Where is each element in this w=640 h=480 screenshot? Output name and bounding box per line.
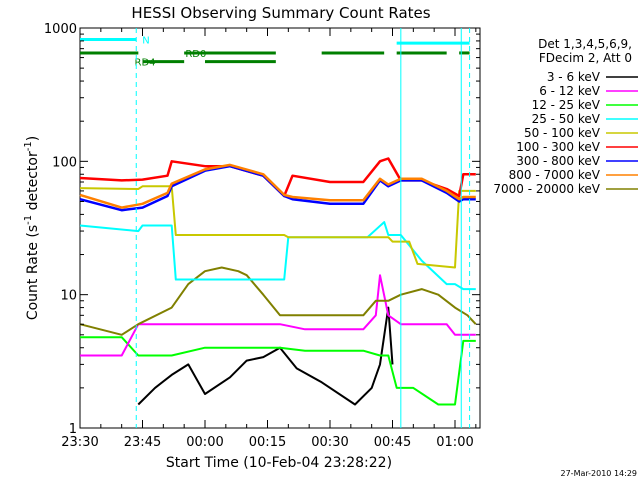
timestamp-footer: 27-Mar-2010 14:29 bbox=[561, 469, 638, 478]
annotation-label: N bbox=[142, 35, 149, 46]
series-layer bbox=[79, 157, 477, 406]
series-line-magenta bbox=[80, 274, 476, 357]
x-tick-label: 23:45 bbox=[124, 435, 161, 450]
series-line-cyan bbox=[79, 221, 476, 291]
plot-frame bbox=[79, 27, 481, 429]
series-line-black bbox=[137, 306, 394, 406]
legend: Det 1,3,4,5,6,9,FDecim 2, Att 0 3 - 6 keV… bbox=[493, 37, 638, 196]
annotation-label: RD4 bbox=[135, 58, 156, 69]
chart-title: HESSI Observing Summary Count Rates bbox=[131, 4, 430, 22]
legend-header: Det 1,3,4,5,6,9, bbox=[538, 37, 632, 51]
legend-label: 12 - 25 keV bbox=[532, 98, 601, 112]
y-axis-label-sup2: -1 bbox=[23, 141, 34, 151]
series-line-green bbox=[80, 336, 476, 406]
series-line-blue bbox=[79, 164, 476, 212]
legend-label: 50 - 100 keV bbox=[524, 126, 601, 140]
vline-layer bbox=[135, 28, 471, 428]
legend-label: 300 - 800 keV bbox=[516, 154, 600, 168]
x-tick-label: 00:00 bbox=[186, 435, 223, 450]
legend-label: 7000 - 20000 keV bbox=[493, 182, 600, 196]
x-tick-label: 00:45 bbox=[374, 435, 411, 450]
x-axis-label: Start Time (10-Feb-04 23:28:22) bbox=[166, 455, 392, 471]
legend-label: 800 - 7000 keV bbox=[509, 168, 601, 182]
x-tick-label: 01:00 bbox=[436, 435, 473, 450]
series-line-yellow bbox=[79, 185, 476, 269]
y-axis-label-sup1: -1 bbox=[23, 215, 34, 225]
legend-label: 100 - 300 keV bbox=[516, 140, 600, 154]
legend-header: FDecim 2, Att 0 bbox=[539, 51, 632, 65]
series-line-orange bbox=[79, 163, 476, 209]
y-tick-label: 10 bbox=[60, 289, 77, 304]
x-tick-label: 00:15 bbox=[249, 435, 286, 450]
y-axis-label: Count Rate (s-1 detector-1) bbox=[23, 136, 41, 320]
y-axis-label-main: Count Rate (s bbox=[25, 225, 41, 320]
tick-layer: 23:30 23:45 00:00 00:15 00:30 00:45 01:00 1 10 10… bbox=[44, 22, 480, 450]
x-tick-label: 23:30 bbox=[61, 435, 98, 450]
y-axis-label-mid: detector bbox=[25, 151, 41, 215]
y-tick-label: 1000 bbox=[44, 22, 77, 37]
legend-label: 25 - 50 keV bbox=[532, 112, 601, 126]
x-tick-label: 00:30 bbox=[311, 435, 348, 450]
y-tick-label: 1 bbox=[69, 422, 77, 437]
legend-label: 3 - 6 keV bbox=[547, 70, 601, 84]
y-axis-label-end: ) bbox=[25, 136, 41, 141]
annotation-layer: NRD0RD4 bbox=[80, 35, 470, 69]
series-line-olive bbox=[79, 266, 477, 336]
y-tick-label: 100 bbox=[52, 155, 77, 170]
legend-label: 6 - 12 keV bbox=[539, 84, 601, 98]
